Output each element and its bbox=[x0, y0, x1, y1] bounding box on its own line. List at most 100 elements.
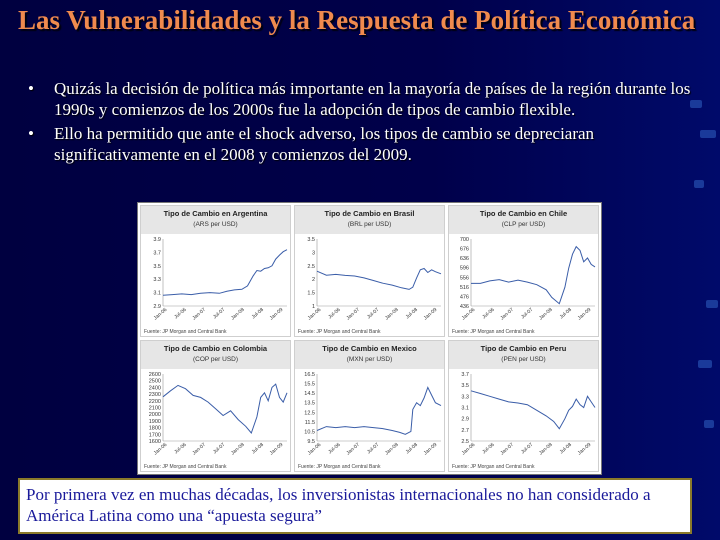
bullet-list: Quizás la decisión de política más impor… bbox=[24, 78, 700, 168]
callout-text: Por primera vez en muchas décadas, los i… bbox=[26, 485, 651, 525]
decor-bar bbox=[706, 300, 718, 308]
x-tick-label: Jan-08 bbox=[538, 442, 554, 457]
chart-title: Tipo de Cambio en Argentina bbox=[163, 209, 268, 218]
x-tick-label: Jan-08 bbox=[384, 307, 400, 322]
x-tick-label: Jul-07 bbox=[366, 442, 380, 455]
x-tick-label: Jan-08 bbox=[538, 307, 554, 322]
y-tick-label: 556 bbox=[460, 275, 469, 281]
line-chart-colombia: 2600250024002300220021002000190018001700… bbox=[149, 372, 288, 457]
y-tick-label: 2000 bbox=[149, 412, 161, 418]
y-tick-label: 15.5 bbox=[304, 382, 315, 388]
x-tick-label: Jan-08 bbox=[230, 307, 246, 322]
x-tick-label: Jul-06 bbox=[327, 307, 341, 320]
chart-panel-brasil: Tipo de Cambio en Brasil (BRL per USD) 3… bbox=[294, 205, 445, 337]
chart-title: Tipo de Cambio en Brasil bbox=[324, 209, 415, 218]
y-tick-label: 1900 bbox=[149, 419, 161, 425]
x-tick-label: Jul-07 bbox=[520, 307, 534, 320]
y-tick-label: 2100 bbox=[149, 406, 161, 412]
bullet-item: Quizás la decisión de política más impor… bbox=[24, 78, 700, 120]
chart-source: Fuente: JP Morgan and Central Bank bbox=[298, 464, 381, 470]
x-tick-label: Jul-06 bbox=[327, 442, 341, 455]
series-line bbox=[470, 390, 596, 430]
y-tick-label: 3 bbox=[312, 250, 315, 256]
y-tick-label: 1800 bbox=[149, 426, 161, 432]
chart-subtitle: (COP per USD) bbox=[192, 356, 239, 363]
chart-subtitle: (BRL per USD) bbox=[347, 221, 392, 228]
chart-subtitle: (MXN per USD) bbox=[346, 356, 393, 363]
series-line bbox=[316, 386, 442, 435]
chart-header: Tipo de Cambio en Argentina (ARS per USD… bbox=[141, 206, 290, 234]
y-tick-label: 700 bbox=[460, 237, 469, 243]
slide-title: Las Vulnerabilidades y la Respuesta de P… bbox=[18, 5, 696, 35]
y-tick-label: 12.5 bbox=[304, 410, 315, 416]
y-tick-label: 11.5 bbox=[305, 420, 315, 426]
chart-subtitle: (ARS per USD) bbox=[193, 221, 238, 228]
bullet-item: Ello ha permitido que ante el shock adve… bbox=[24, 123, 700, 165]
chart-header: Tipo de Cambio en Peru (PEN per USD) bbox=[449, 341, 598, 369]
x-tick-label: Jul-08 bbox=[559, 307, 573, 320]
y-tick-label: 3.7 bbox=[461, 372, 469, 378]
y-tick-label: 16.5 bbox=[304, 372, 315, 378]
x-tick-label: Jul-08 bbox=[559, 442, 573, 455]
y-tick-label: 676 bbox=[460, 247, 469, 253]
x-tick-label: Jul-07 bbox=[212, 307, 226, 320]
x-tick-label: Jan-09 bbox=[269, 442, 285, 457]
chart-source: Fuente: JP Morgan and Central Bank bbox=[298, 329, 381, 335]
y-tick-label: 636 bbox=[460, 256, 469, 262]
x-tick-label: Jan-07 bbox=[499, 307, 515, 322]
y-tick-label: 3.5 bbox=[153, 264, 161, 270]
y-tick-label: 3.5 bbox=[461, 383, 469, 389]
chart-subtitle: (PEN per USD) bbox=[501, 356, 546, 363]
chart-title: Tipo de Cambio en Colombia bbox=[163, 344, 268, 353]
x-tick-label: Jul-06 bbox=[173, 442, 187, 455]
series-line bbox=[162, 383, 288, 434]
exchange-rate-figure: Tipo de Cambio en Argentina (ARS per USD… bbox=[137, 202, 602, 475]
y-tick-label: 436 bbox=[460, 304, 469, 310]
chart-header: Tipo de Cambio en Mexico (MXN per USD) bbox=[295, 341, 444, 369]
y-tick-label: 1 bbox=[312, 304, 315, 310]
y-tick-label: 2.7 bbox=[461, 428, 469, 434]
x-tick-label: Jan-09 bbox=[269, 307, 285, 322]
callout-box: Por primera vez en muchas décadas, los i… bbox=[18, 478, 692, 534]
y-tick-label: 1600 bbox=[149, 439, 161, 445]
x-tick-label: Jan-08 bbox=[230, 442, 246, 457]
x-tick-label: Jul-07 bbox=[366, 307, 380, 320]
y-tick-label: 13.5 bbox=[304, 401, 315, 407]
chart-title: Tipo de Cambio en Mexico bbox=[322, 344, 417, 353]
y-tick-label: 2600 bbox=[149, 372, 161, 378]
x-tick-label: Jan-09 bbox=[423, 442, 439, 457]
y-tick-label: 10.5 bbox=[304, 429, 315, 435]
chart-header: Tipo de Cambio en Chile (CLP per USD) bbox=[449, 206, 598, 234]
x-tick-label: Jul-06 bbox=[481, 442, 495, 455]
chart-title: Tipo de Cambio en Peru bbox=[480, 344, 567, 353]
decor-bar bbox=[694, 180, 704, 188]
decor-bar bbox=[698, 360, 712, 368]
chart-panel-argentina: Tipo de Cambio en Argentina (ARS per USD… bbox=[140, 205, 291, 337]
chart-source: Fuente: JP Morgan and Central Bank bbox=[144, 464, 227, 470]
y-tick-label: 2 bbox=[312, 277, 315, 283]
chart-panel-mexico: Tipo de Cambio en Mexico (MXN per USD) 1… bbox=[294, 340, 445, 472]
y-tick-label: 2.9 bbox=[153, 304, 161, 310]
y-tick-label: 2500 bbox=[149, 379, 161, 385]
x-tick-label: Jan-09 bbox=[423, 307, 439, 322]
chart-title: Tipo de Cambio en Chile bbox=[479, 209, 568, 218]
x-tick-label: Jul-08 bbox=[251, 442, 265, 455]
y-tick-label: 476 bbox=[460, 294, 469, 300]
x-tick-label: Jul-08 bbox=[405, 307, 419, 320]
x-tick-label: Jan-09 bbox=[577, 307, 593, 322]
y-tick-label: 3.3 bbox=[461, 394, 469, 400]
x-tick-label: Jan-07 bbox=[345, 307, 361, 322]
x-tick-label: Jul-06 bbox=[173, 307, 187, 320]
decor-bar bbox=[700, 130, 716, 138]
y-tick-label: 2.5 bbox=[461, 439, 469, 445]
x-tick-label: Jul-07 bbox=[212, 442, 226, 455]
x-tick-label: Jan-07 bbox=[499, 442, 515, 457]
y-tick-label: 2300 bbox=[149, 392, 161, 398]
chart-source: Fuente: JP Morgan and Central Bank bbox=[452, 329, 535, 335]
chart-header: Tipo de Cambio en Brasil (BRL per USD) bbox=[295, 206, 444, 234]
y-tick-label: 3.3 bbox=[153, 277, 161, 283]
y-tick-label: 596 bbox=[460, 266, 469, 272]
y-tick-label: 3.9 bbox=[153, 237, 161, 243]
